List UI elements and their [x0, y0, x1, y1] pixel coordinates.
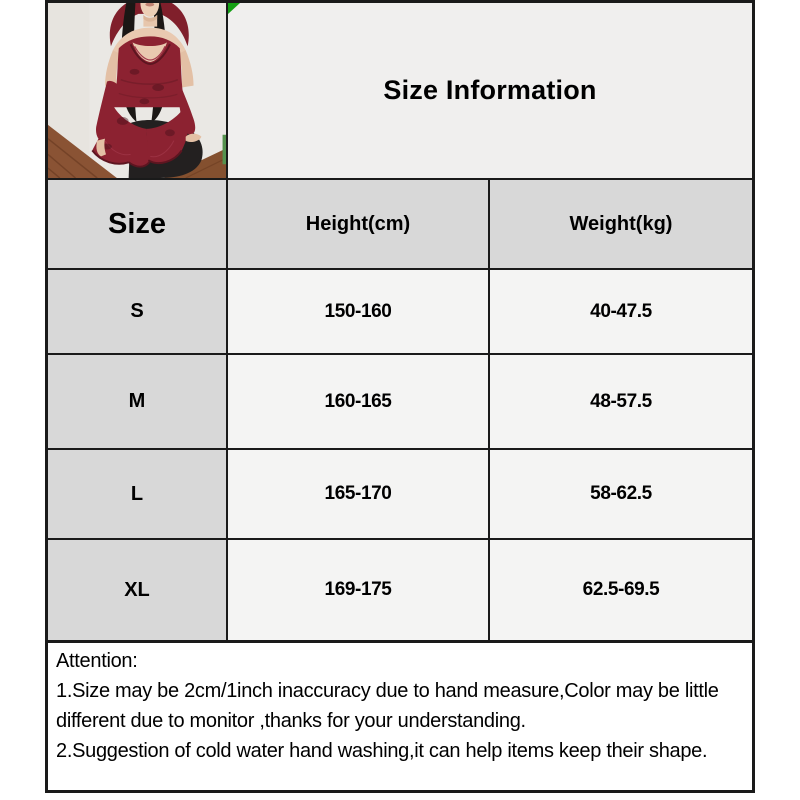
attention-line-1: 1.Size may be 2cm/1inch inaccuracy due t…	[56, 680, 719, 702]
product-photo-illustration	[48, 3, 226, 178]
product-photo	[48, 3, 228, 180]
size-cell-m: M	[48, 355, 228, 450]
height-cell-xl: 169-175	[228, 540, 490, 640]
col-header-size: Size	[48, 180, 228, 270]
attention-note: Attention: 1.Size may be 2cm/1inch inacc…	[45, 640, 755, 793]
attention-line-2: different due to monitor ,thanks for you…	[56, 710, 526, 732]
size-cell-s: S	[48, 270, 228, 355]
weight-cell-xl: 62.5-69.5	[490, 540, 752, 640]
attention-line-3: 2.Suggestion of cold water hand washing,…	[56, 740, 708, 762]
weight-cell-l: 58-62.5	[490, 450, 752, 540]
attention-title: Attention:	[56, 650, 138, 672]
page-title: Size Information	[383, 75, 597, 105]
weight-cell-m: 48-57.5	[490, 355, 752, 450]
col-header-height: Height(cm)	[228, 180, 490, 270]
weight-cell-s: 40-47.5	[490, 270, 752, 355]
corner-flag-icon	[228, 3, 240, 14]
size-information-header: Size Information	[228, 3, 752, 180]
size-cell-l: L	[48, 450, 228, 540]
size-cell-xl: XL	[48, 540, 228, 640]
height-cell-m: 160-165	[228, 355, 490, 450]
height-cell-s: 150-160	[228, 270, 490, 355]
height-cell-l: 165-170	[228, 450, 490, 540]
size-table: Size Information Size Height(cm) Weight(…	[45, 0, 755, 643]
col-header-weight: Weight(kg)	[490, 180, 752, 270]
